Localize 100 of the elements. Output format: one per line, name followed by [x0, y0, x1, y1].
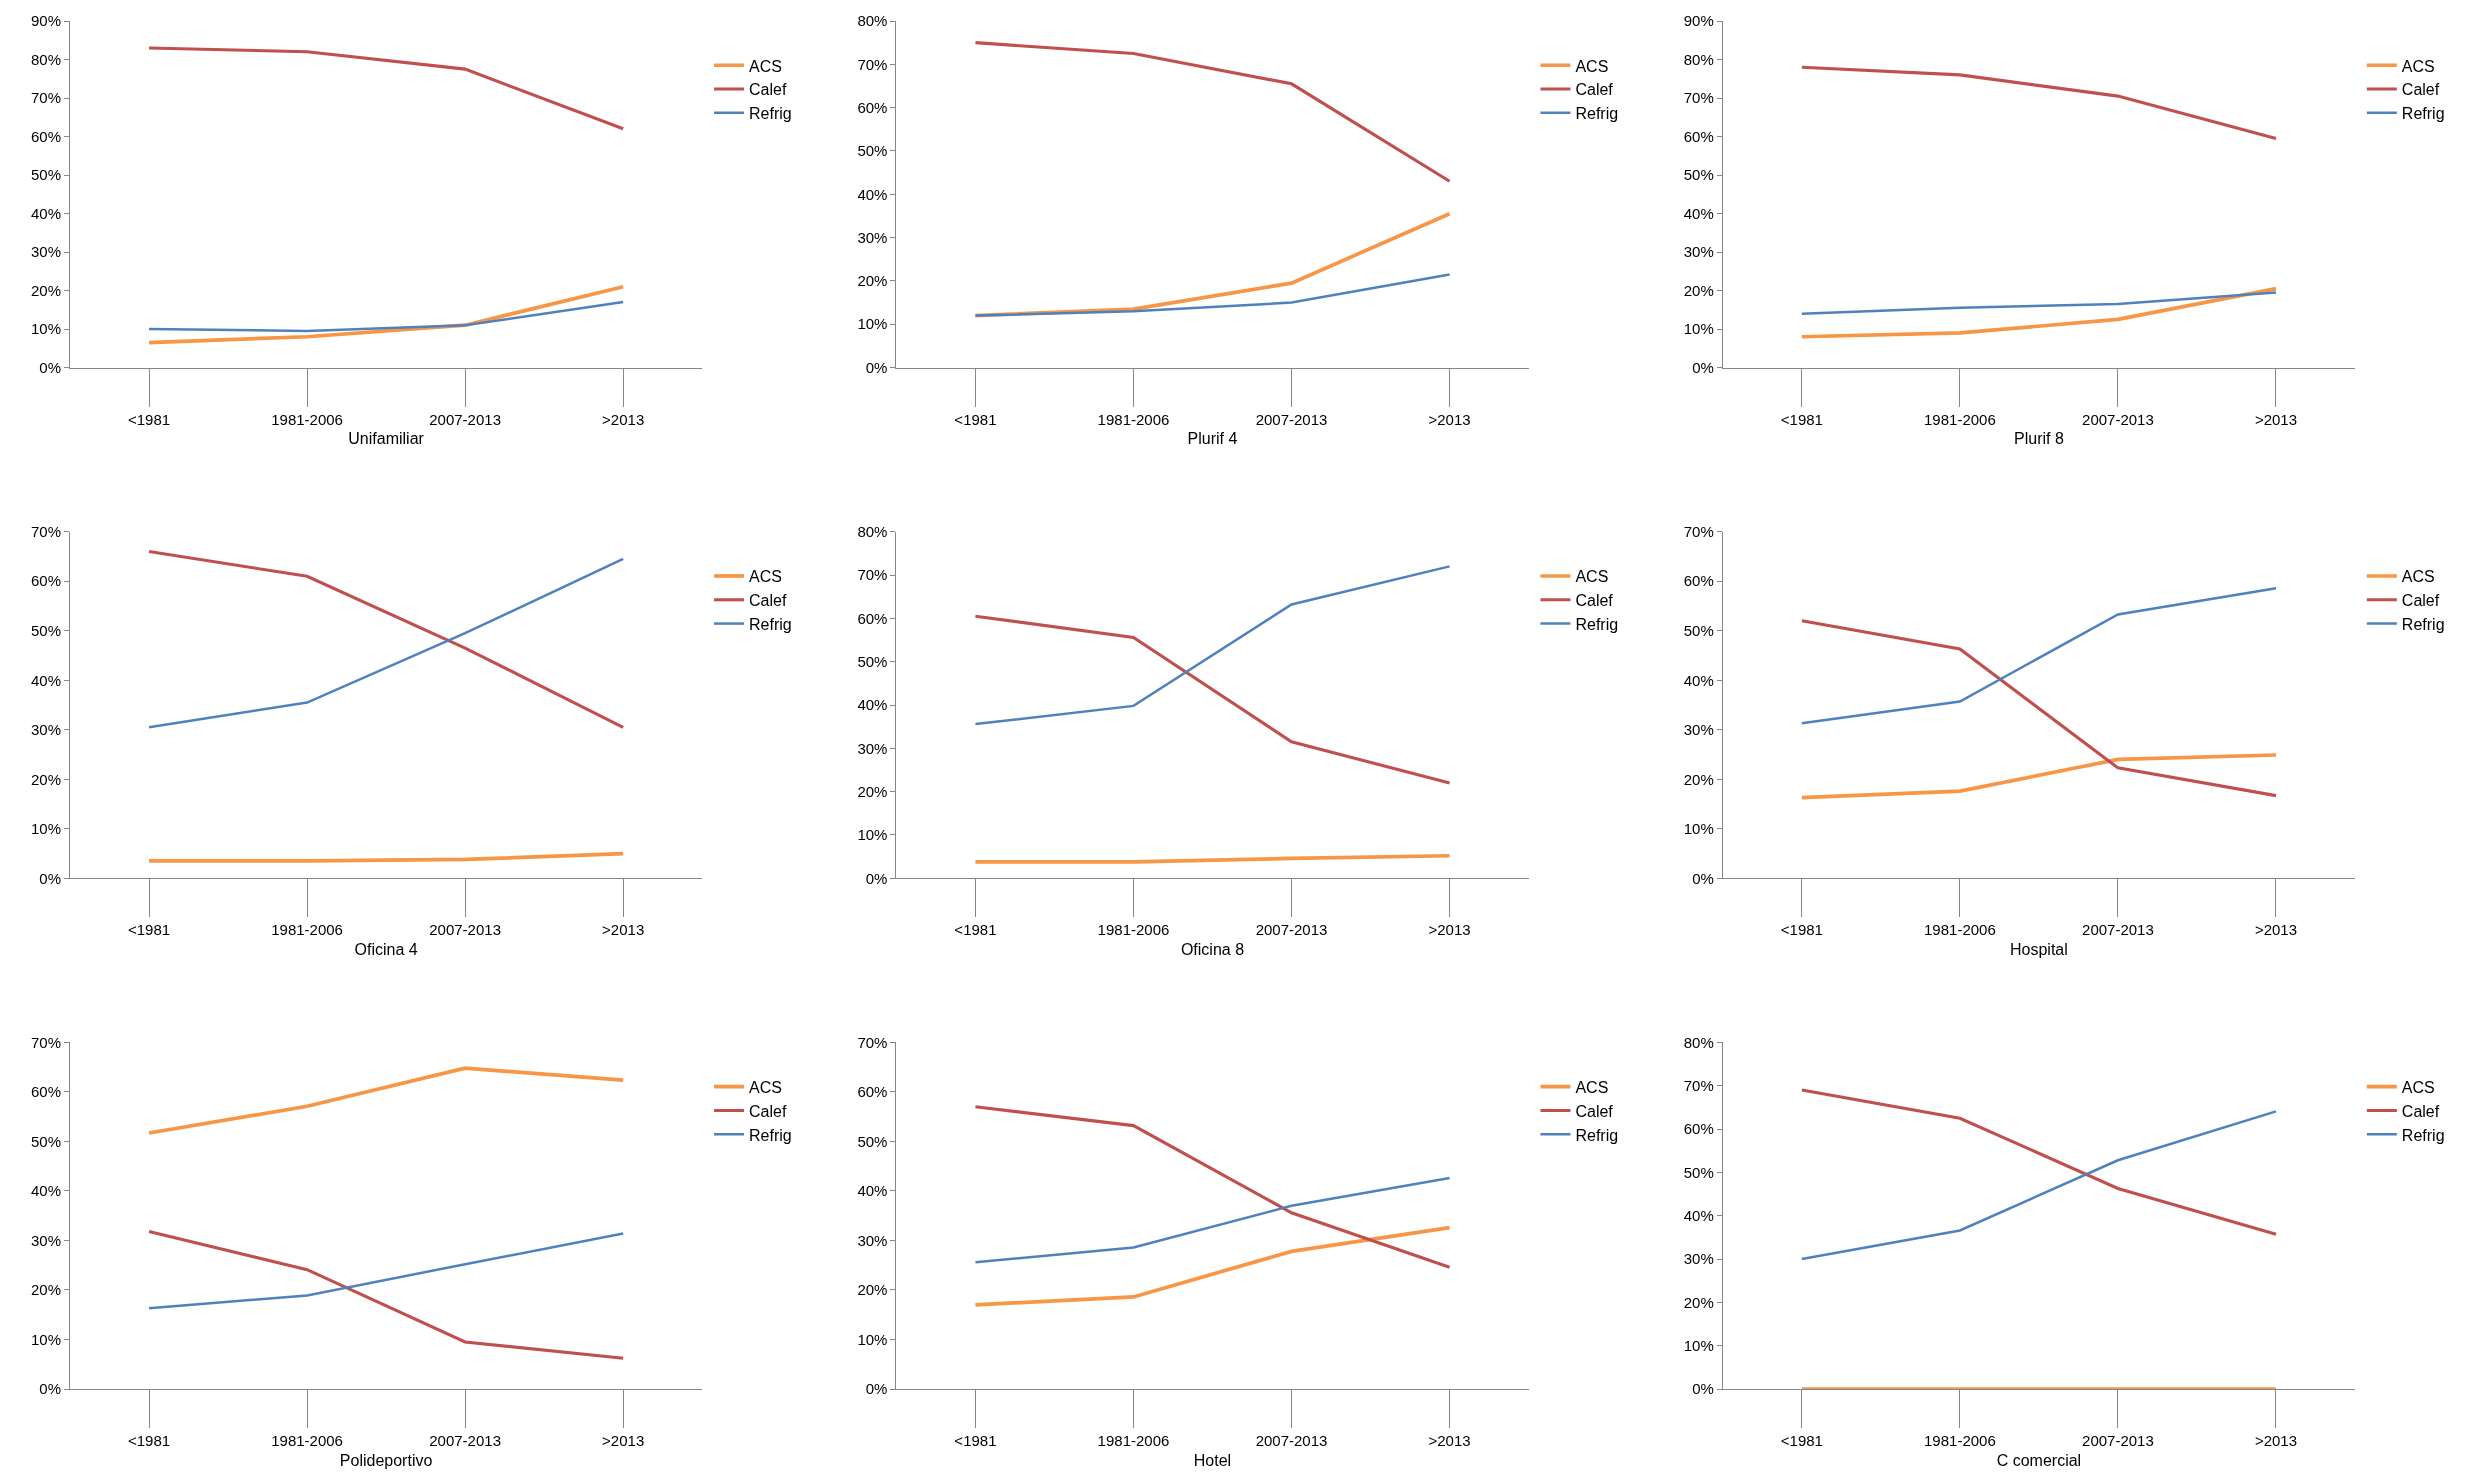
y-tick-label: 40% [857, 696, 888, 714]
x-tick-label: 2007-2013 [1255, 1432, 1328, 1449]
line-series [1800, 1088, 2278, 1236]
legend-label: Calef [2401, 81, 2440, 99]
y-tick-label: 0% [865, 869, 888, 887]
y-tick-label: 10% [857, 315, 888, 333]
y-tick-label: 30% [857, 228, 888, 246]
y-tick-label: 60% [30, 127, 61, 145]
y-tick-label: 70% [1683, 1077, 1714, 1095]
y-tick-label: 50% [1683, 621, 1714, 639]
legend-label: ACS [2401, 1078, 2435, 1096]
legend-label: Refrig [1575, 1126, 1619, 1144]
line-series [1800, 586, 2278, 725]
x-tick-label: 2007-2013 [1255, 921, 1328, 939]
y-tick-label: 70% [857, 55, 888, 73]
legend-label: Calef [2401, 1102, 2440, 1120]
y-tick-label: 50% [857, 652, 888, 670]
x-tick-label: 1981-2006 [1924, 921, 1996, 939]
x-axis-title: Oficina 4 [354, 940, 418, 958]
x-axis-title: C comercial [1996, 1451, 2082, 1469]
y-tick-label: 50% [1683, 166, 1714, 184]
legend-label: Refrig [749, 1126, 792, 1144]
x-axis-title: Hotel [1193, 1451, 1232, 1469]
line-series [147, 1232, 625, 1310]
y-tick-label: 40% [1683, 204, 1714, 222]
x-tick-label: 2007-2013 [1255, 410, 1328, 428]
x-tick-label: >2013 [2254, 921, 2298, 939]
y-tick-label: 20% [30, 770, 61, 788]
x-axis-title: Polideportivo [339, 1451, 433, 1469]
y-tick-label: 70% [30, 89, 61, 107]
legend-label: Refrig [2401, 615, 2445, 633]
y-tick-label: 0% [1692, 869, 1714, 887]
x-tick-label: <1981 [954, 410, 997, 428]
x-tick-label: >2013 [1428, 1432, 1471, 1449]
legend-label: ACS [749, 57, 782, 75]
y-tick-label: 30% [30, 721, 61, 738]
x-tick-label: >2013 [1428, 410, 1471, 428]
y-tick-label: 60% [1683, 127, 1714, 145]
y-tick-label: 10% [30, 320, 61, 338]
x-tick-label: <1981 [1780, 921, 1823, 939]
line-series [1799, 286, 2278, 339]
y-tick-label: 80% [857, 522, 888, 540]
line-series [1800, 65, 2278, 140]
x-tick-label: 1981-2006 [1924, 1432, 1996, 1449]
legend-label: Refrig [2401, 105, 2445, 123]
x-tick-label: 1981-2006 [271, 1432, 343, 1449]
y-tick-label: 30% [857, 739, 888, 757]
y-tick-label: 50% [30, 166, 61, 184]
y-tick-label: 40% [857, 185, 888, 203]
y-tick-label: 90% [1683, 12, 1714, 30]
x-tick-label: 2007-2013 [429, 1432, 501, 1449]
x-tick-label: 1981-2006 [1097, 921, 1170, 939]
y-tick-label: 80% [30, 50, 61, 68]
line-series [974, 273, 1451, 317]
y-tick-label: 50% [857, 1132, 888, 1150]
y-tick-label: 60% [1683, 1120, 1714, 1138]
x-axis-title: Oficina 8 [1180, 940, 1245, 958]
line-series [973, 41, 1452, 183]
y-tick-label: 80% [1683, 1033, 1714, 1051]
y-tick-label: 70% [1683, 522, 1714, 540]
x-tick-label: 2007-2013 [2082, 1432, 2154, 1449]
line-series [1799, 753, 2278, 800]
y-tick-label: 80% [857, 12, 888, 30]
legend-label: Calef [2401, 592, 2440, 610]
y-tick-label: 40% [1683, 671, 1714, 689]
y-tick-label: 30% [1683, 1250, 1714, 1268]
x-tick-label: 1981-2006 [1097, 410, 1170, 428]
y-tick-label: 60% [1683, 572, 1714, 590]
line-series [1800, 291, 2278, 315]
y-tick-label: 40% [30, 1182, 61, 1200]
line-series [1800, 619, 2278, 798]
y-tick-label: 30% [30, 243, 61, 261]
legend-label: Refrig [749, 615, 792, 633]
line-series [974, 1176, 1451, 1264]
x-tick-label: 1981-2006 [271, 410, 343, 428]
legend-label: Calef [749, 1102, 787, 1120]
line-series [147, 46, 625, 131]
y-tick-label: 0% [865, 1380, 888, 1398]
y-tick-label: 50% [30, 1132, 61, 1150]
x-tick-label: <1981 [1780, 1432, 1823, 1449]
y-tick-label: 60% [30, 1083, 61, 1101]
legend-label: ACS [1575, 568, 1609, 586]
y-tick-label: 0% [1692, 1380, 1714, 1398]
x-tick-label: <1981 [127, 921, 171, 939]
y-tick-label: 70% [30, 522, 61, 540]
legend-label: Calef [1575, 81, 1614, 99]
legend-label: Refrig [749, 105, 792, 123]
y-tick-label: 20% [30, 281, 61, 299]
y-tick-label: 40% [1683, 1206, 1714, 1224]
y-tick-label: 50% [30, 621, 61, 639]
legend-label: Calef [749, 592, 787, 610]
y-tick-label: 0% [865, 358, 888, 376]
y-tick-label: 20% [30, 1281, 61, 1299]
line-series [973, 614, 1452, 785]
y-tick-label: 40% [30, 204, 61, 222]
x-tick-label: <1981 [127, 1432, 171, 1449]
y-tick-label: 20% [1683, 281, 1714, 299]
y-tick-label: 20% [857, 782, 888, 800]
y-tick-label: 20% [857, 1281, 888, 1299]
y-tick-label: 70% [30, 1033, 61, 1051]
